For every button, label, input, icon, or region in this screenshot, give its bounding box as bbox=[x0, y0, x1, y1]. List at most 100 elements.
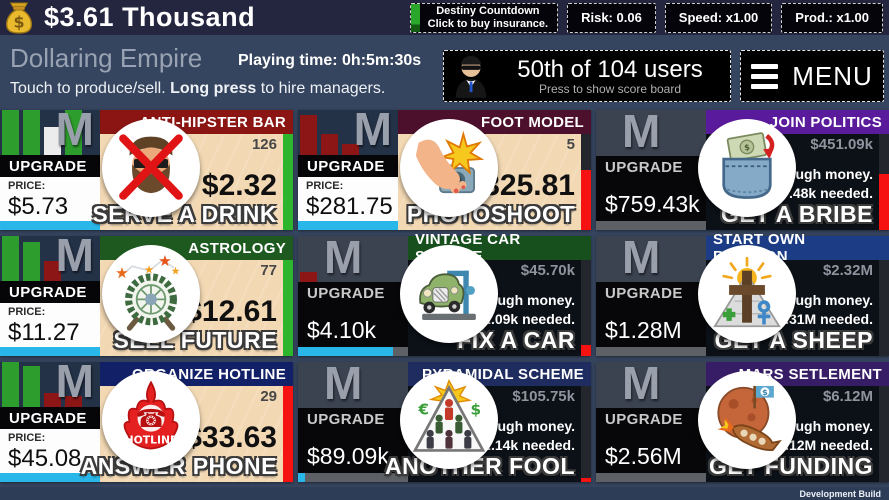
rank-subtext: Press to show score board bbox=[538, 81, 682, 96]
menu-button[interactable]: MENU bbox=[740, 50, 884, 102]
upgrade-label: UPGRADE bbox=[605, 285, 683, 302]
upgrade-panel[interactable]: M UPGRADE PRICE: $5.73 bbox=[0, 106, 100, 230]
side-progress bbox=[879, 134, 889, 230]
join-politics-icon[interactable]: $ bbox=[698, 119, 796, 217]
level-bar bbox=[2, 236, 19, 281]
business-title: FOOT MODEL bbox=[481, 113, 584, 131]
destiny-countdown-button[interactable]: Destiny Countdown Click to buy insurance… bbox=[409, 2, 559, 33]
business-value: $105.75k bbox=[512, 388, 575, 405]
buy-progress bbox=[596, 473, 706, 482]
upgrade-panel[interactable]: M UPGRADE PRICE: $45.08 bbox=[0, 358, 100, 482]
side-progress-fill bbox=[581, 345, 591, 356]
upgrade-button[interactable]: UPGRADE $2.56M bbox=[596, 408, 706, 473]
playing-time: Playing time: 0h:5m:30s bbox=[238, 52, 422, 69]
upgrade-button[interactable]: UPGRADE bbox=[0, 154, 100, 178]
side-progress bbox=[581, 260, 591, 356]
upgrade-label: UPGRADE bbox=[307, 411, 385, 428]
hint-prefix: Touch to produce/sell. bbox=[10, 80, 171, 97]
business-tile-vintage-car-service: M UPGRADE $4.10k VINTAGE CAR SERVICE $45… bbox=[298, 231, 591, 356]
upgrade-panel[interactable]: M UPGRADE PRICE: $281.75 bbox=[298, 106, 398, 230]
upgrade-price: $2.56M bbox=[605, 443, 682, 469]
business-grid: M UPGRADE PRICE: $5.73 ANTI-HIPSTER BAR … bbox=[0, 105, 889, 482]
upgrade-button[interactable]: UPGRADE bbox=[0, 280, 100, 304]
destiny-gauge bbox=[410, 3, 420, 32]
business-title: MARS SETLEMENT bbox=[738, 365, 882, 383]
business-count: 5 bbox=[566, 136, 575, 153]
side-progress bbox=[581, 134, 591, 230]
level-bar bbox=[44, 261, 61, 281]
join-politics-illustration: $ bbox=[722, 132, 775, 199]
manager-letter: M bbox=[622, 231, 661, 283]
business-tile-start-own-religion: M UPGRADE $1.28M START OWN RELIGION $2.3… bbox=[596, 231, 889, 356]
vintage-car-icon[interactable] bbox=[400, 245, 498, 343]
level-chart: M bbox=[596, 105, 706, 157]
upgrade-panel[interactable]: M UPGRADE $4.10k bbox=[298, 231, 408, 356]
upgrade-panel[interactable]: M UPGRADE $2.56M bbox=[596, 357, 706, 482]
upgrade-panel[interactable]: M UPGRADE $89.09k bbox=[298, 357, 408, 482]
hotline-icon[interactable]: ☎ HOTLINE bbox=[102, 371, 200, 469]
level-bar bbox=[23, 365, 40, 407]
destiny-line2: Click to buy insurance. bbox=[427, 17, 549, 30]
side-progress bbox=[879, 260, 889, 356]
side-progress-fill bbox=[283, 260, 293, 356]
buy-progress-fill bbox=[0, 347, 100, 356]
astrology-illustration: ★ ★ ★ ★ bbox=[115, 252, 181, 331]
lock-needed: $6.12M needed. bbox=[769, 436, 874, 453]
level-bar bbox=[2, 110, 19, 155]
side-progress-fill bbox=[581, 478, 591, 482]
upgrade-button[interactable]: UPGRADE $759.43k bbox=[596, 156, 706, 221]
business-title: JOIN POLITICS bbox=[769, 113, 882, 131]
buy-progress-fill bbox=[0, 221, 100, 230]
business-tile-mars-setlement: M UPGRADE $2.56M MARS SETLEMENT $6.12M N… bbox=[596, 357, 889, 482]
business-tile-organize-hotline: M UPGRADE PRICE: $45.08 ORGANIZE HOTLINE… bbox=[0, 358, 293, 482]
svg-text:$: $ bbox=[13, 12, 24, 31]
upgrade-price-label: PRICE: bbox=[8, 432, 46, 445]
build-label: Development Build bbox=[0, 487, 889, 500]
scoreboard-button[interactable]: 50th of 104 users Press to show score bo… bbox=[443, 50, 731, 102]
vintage-car-illustration bbox=[419, 270, 476, 320]
level-bar bbox=[65, 110, 82, 155]
manager-letter: M bbox=[622, 357, 661, 409]
religion-icon[interactable] bbox=[698, 245, 796, 343]
upgrade-button[interactable]: UPGRADE $4.10k bbox=[298, 282, 408, 347]
buy-progress bbox=[0, 347, 100, 356]
buy-progress bbox=[0, 221, 100, 230]
business-tile-anti-hipster-bar: M UPGRADE PRICE: $5.73 ANTI-HIPSTER BAR … bbox=[0, 106, 293, 230]
level-chart: M bbox=[298, 231, 408, 283]
upgrade-panel[interactable]: M UPGRADE $1.28M bbox=[596, 231, 706, 356]
upgrade-price-panel: PRICE: $281.75 bbox=[298, 177, 398, 222]
manager-letter: M bbox=[622, 105, 661, 157]
business-value: $2.32M bbox=[822, 262, 873, 279]
sub-header: Dollaring Empire Playing time: 0h:5m:30s… bbox=[0, 35, 889, 110]
upgrade-panel[interactable]: M UPGRADE $759.43k bbox=[596, 105, 706, 230]
level-chart: M bbox=[298, 106, 398, 155]
anti-hipster-bar-icon[interactable] bbox=[102, 119, 200, 217]
upgrade-button[interactable]: UPGRADE bbox=[298, 154, 398, 178]
business-count: 29 bbox=[260, 388, 277, 405]
manager-letter: M bbox=[324, 357, 363, 409]
balance-display: $ $3.61 Thousand bbox=[4, 2, 255, 34]
business-value: $451.09k bbox=[810, 136, 873, 153]
upgrade-label: UPGRADE bbox=[605, 159, 683, 176]
top-bar: $ $3.61 Thousand Destiny Countdown Click… bbox=[0, 0, 889, 35]
foot-model-icon[interactable] bbox=[400, 119, 498, 217]
upgrade-button[interactable]: UPGRADE $89.09k bbox=[298, 408, 408, 473]
pyramid-scheme-icon[interactable]: € $ bbox=[400, 371, 498, 469]
side-progress bbox=[283, 260, 293, 356]
side-progress bbox=[581, 386, 591, 482]
prod-indicator: Prod.: x1.00 bbox=[781, 2, 883, 33]
upgrade-panel[interactable]: M UPGRADE PRICE: $11.27 bbox=[0, 232, 100, 356]
astrology-icon[interactable]: ★ ★ ★ ★ bbox=[102, 245, 200, 343]
anti-hipster-illustration bbox=[119, 134, 183, 200]
manager-letter: M bbox=[324, 231, 363, 283]
svg-text:★: ★ bbox=[171, 264, 181, 277]
buy-progress-fill bbox=[298, 473, 305, 482]
upgrade-price: $45.08 bbox=[8, 445, 82, 473]
business-tile-join-politics: M UPGRADE $759.43k JOIN POLITICS $451.09… bbox=[596, 105, 889, 230]
upgrade-button[interactable]: UPGRADE $1.28M bbox=[596, 282, 706, 347]
level-bar bbox=[300, 115, 317, 155]
buy-progress bbox=[298, 473, 408, 482]
mars-icon[interactable]: $ bbox=[698, 371, 796, 469]
upgrade-button[interactable]: UPGRADE bbox=[0, 406, 100, 430]
rank-text: 50th of 104 users bbox=[517, 55, 703, 83]
